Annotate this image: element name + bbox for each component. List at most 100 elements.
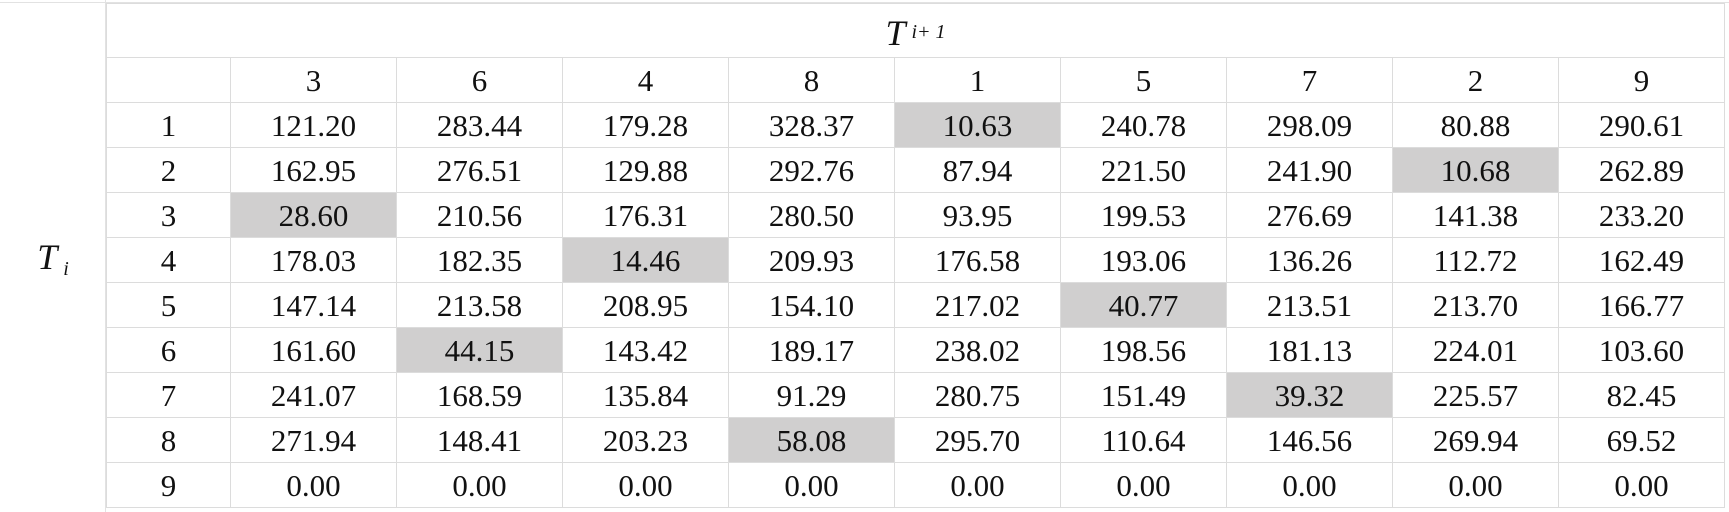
- table-cell: 162.49: [1559, 238, 1725, 283]
- column-header: 5: [1061, 58, 1227, 103]
- table-cell: 0.00: [1393, 463, 1559, 508]
- table-cell: 0.00: [1061, 463, 1227, 508]
- table-cell: 240.78: [1061, 103, 1227, 148]
- table-cell: 141.38: [1393, 193, 1559, 238]
- table-cell: 103.60: [1559, 328, 1725, 373]
- highlighted-cell: 28.60: [231, 193, 397, 238]
- row-axis-subscript: i: [63, 258, 69, 280]
- table-cell: 80.88: [1393, 103, 1559, 148]
- table-cell: 262.89: [1559, 148, 1725, 193]
- table-cell: 0.00: [895, 463, 1061, 508]
- highlighted-cell: 14.46: [563, 238, 729, 283]
- table-cell: 161.60: [231, 328, 397, 373]
- row-header: 1: [106, 103, 231, 148]
- table-cell: 147.14: [231, 283, 397, 328]
- table-cell: 298.09: [1227, 103, 1393, 148]
- gridline: [105, 0, 106, 512]
- table-cell: 0.00: [1227, 463, 1393, 508]
- table-cell: 283.44: [397, 103, 563, 148]
- table-cell: 148.41: [397, 418, 563, 463]
- row-axis-symbol: T: [37, 237, 58, 277]
- table-cell: 280.50: [729, 193, 895, 238]
- table-cell: 129.88: [563, 148, 729, 193]
- table-cell: 135.84: [563, 373, 729, 418]
- table-cell: 210.56: [397, 193, 563, 238]
- column-header: 9: [1559, 58, 1725, 103]
- column-axis-symbol: T: [885, 12, 906, 53]
- table-cell: 162.95: [231, 148, 397, 193]
- column-axis-subscript: i+ 1: [911, 21, 946, 43]
- table-cell: 295.70: [895, 418, 1061, 463]
- table-cell: 269.94: [1393, 418, 1559, 463]
- row-header: 7: [106, 373, 231, 418]
- table-cell: 328.37: [729, 103, 895, 148]
- table-cell: 178.03: [231, 238, 397, 283]
- column-header: 6: [397, 58, 563, 103]
- table-cell: 290.61: [1559, 103, 1725, 148]
- table-cell: 189.17: [729, 328, 895, 373]
- table-cell: 198.56: [1061, 328, 1227, 373]
- table-cell: 91.29: [729, 373, 895, 418]
- table-cell: 213.70: [1393, 283, 1559, 328]
- column-header: 1: [895, 58, 1061, 103]
- column-header: 2: [1393, 58, 1559, 103]
- table-cell: 143.42: [563, 328, 729, 373]
- table-cell: 0.00: [1559, 463, 1725, 508]
- table-cell: 87.94: [895, 148, 1061, 193]
- table-cell: 121.20: [231, 103, 397, 148]
- table-cell: 280.75: [895, 373, 1061, 418]
- table-cell: 276.69: [1227, 193, 1393, 238]
- table-cell: 136.26: [1227, 238, 1393, 283]
- table-cell: 181.13: [1227, 328, 1393, 373]
- table-cell: 213.51: [1227, 283, 1393, 328]
- corner-cell: [106, 58, 231, 103]
- highlighted-cell: 39.32: [1227, 373, 1393, 418]
- table-cell: 112.72: [1393, 238, 1559, 283]
- table-cell: 82.45: [1559, 373, 1725, 418]
- table-cell: 203.23: [563, 418, 729, 463]
- table-cell: 241.90: [1227, 148, 1393, 193]
- table-cell: 213.58: [397, 283, 563, 328]
- highlighted-cell: 10.68: [1393, 148, 1559, 193]
- table-cell: 0.00: [397, 463, 563, 508]
- table-cell: 166.77: [1559, 283, 1725, 328]
- table-cell: 154.10: [729, 283, 895, 328]
- table-cell: 238.02: [895, 328, 1061, 373]
- column-header: 3: [231, 58, 397, 103]
- table-cell: 176.31: [563, 193, 729, 238]
- highlighted-cell: 40.77: [1061, 283, 1227, 328]
- row-header: 3: [106, 193, 231, 238]
- row-header: 5: [106, 283, 231, 328]
- table-cell: 69.52: [1559, 418, 1725, 463]
- table-cell: 193.06: [1061, 238, 1227, 283]
- table-cell: 208.95: [563, 283, 729, 328]
- row-header: 9: [106, 463, 231, 508]
- row-header: 8: [106, 418, 231, 463]
- table-cell: 151.49: [1061, 373, 1227, 418]
- table-cell: 225.57: [1393, 373, 1559, 418]
- highlighted-cell: 44.15: [397, 328, 563, 373]
- gridline: [0, 2, 1729, 3]
- table-cell: 110.64: [1061, 418, 1227, 463]
- table-cell: 93.95: [895, 193, 1061, 238]
- row-header: 2: [106, 148, 231, 193]
- table-cell: 146.56: [1227, 418, 1393, 463]
- table-cell: 241.07: [231, 373, 397, 418]
- table-cell: 209.93: [729, 238, 895, 283]
- table-cell: 0.00: [729, 463, 895, 508]
- highlighted-cell: 10.63: [895, 103, 1061, 148]
- column-header: 4: [563, 58, 729, 103]
- table-cell: 271.94: [231, 418, 397, 463]
- highlighted-cell: 58.08: [729, 418, 895, 463]
- column-header: 7: [1227, 58, 1393, 103]
- table-cell: 0.00: [563, 463, 729, 508]
- table-cell: 224.01: [1393, 328, 1559, 373]
- table-cell: 233.20: [1559, 193, 1725, 238]
- table-cell: 221.50: [1061, 148, 1227, 193]
- column-header: 8: [729, 58, 895, 103]
- table-cell: 179.28: [563, 103, 729, 148]
- table-cell: 0.00: [231, 463, 397, 508]
